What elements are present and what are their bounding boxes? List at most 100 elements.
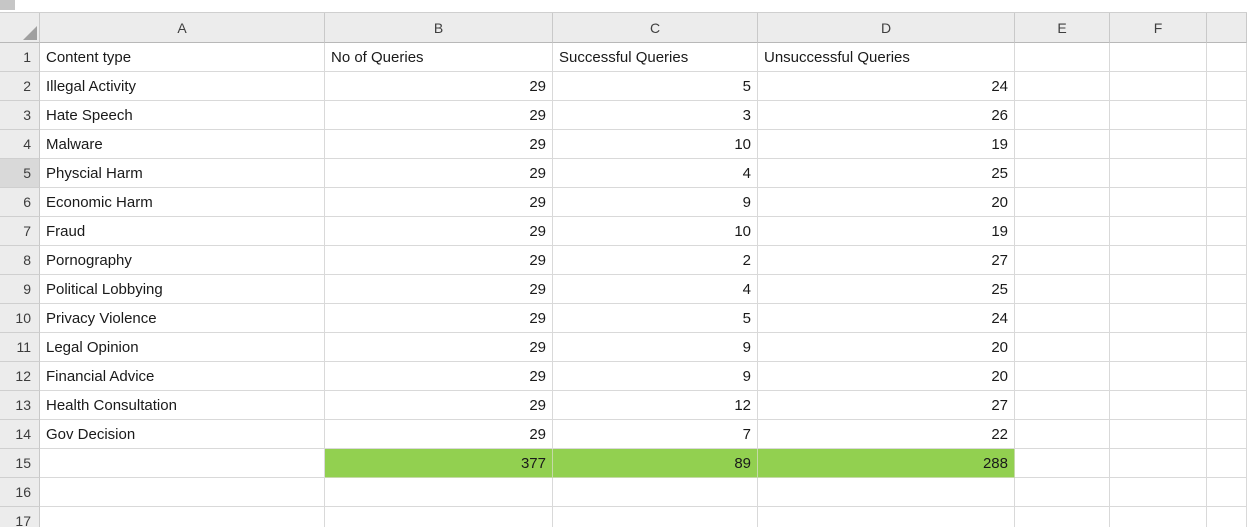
cell-B3[interactable]: 29: [325, 101, 553, 130]
cell-B8[interactable]: 29: [325, 246, 553, 275]
cell-F3[interactable]: [1110, 101, 1207, 130]
cell-F2[interactable]: [1110, 72, 1207, 101]
cell-E10[interactable]: [1015, 304, 1110, 333]
row-header-5[interactable]: 5: [0, 159, 40, 188]
row-header-8[interactable]: 8: [0, 246, 40, 275]
cell-G16[interactable]: [1207, 478, 1247, 507]
row-header-3[interactable]: 3: [0, 101, 40, 130]
cell-C17[interactable]: [553, 507, 758, 527]
cell-G17[interactable]: [1207, 507, 1247, 527]
cell-C5[interactable]: 4: [553, 159, 758, 188]
cell-G12[interactable]: [1207, 362, 1247, 391]
cell-E8[interactable]: [1015, 246, 1110, 275]
row-header-2[interactable]: 2: [0, 72, 40, 101]
cell-A14[interactable]: Gov Decision: [40, 420, 325, 449]
cell-D4[interactable]: 19: [758, 130, 1015, 159]
row-header-12[interactable]: 12: [0, 362, 40, 391]
cell-E9[interactable]: [1015, 275, 1110, 304]
cell-B15[interactable]: 377: [325, 449, 553, 478]
cell-B11[interactable]: 29: [325, 333, 553, 362]
row-header-4[interactable]: 4: [0, 130, 40, 159]
row-header-1[interactable]: 1: [0, 43, 40, 72]
cell-C9[interactable]: 4: [553, 275, 758, 304]
cell-C13[interactable]: 12: [553, 391, 758, 420]
column-header-E[interactable]: E: [1015, 13, 1110, 43]
cell-G1[interactable]: [1207, 43, 1247, 72]
cell-D5[interactable]: 25: [758, 159, 1015, 188]
cell-D2[interactable]: 24: [758, 72, 1015, 101]
cell-G8[interactable]: [1207, 246, 1247, 275]
cell-A15[interactable]: [40, 449, 325, 478]
cell-D13[interactable]: 27: [758, 391, 1015, 420]
row-header-7[interactable]: 7: [0, 217, 40, 246]
row-header-6[interactable]: 6: [0, 188, 40, 217]
cell-A7[interactable]: Fraud: [40, 217, 325, 246]
cell-E7[interactable]: [1015, 217, 1110, 246]
cell-F9[interactable]: [1110, 275, 1207, 304]
cell-A10[interactable]: Privacy Violence: [40, 304, 325, 333]
cell-G3[interactable]: [1207, 101, 1247, 130]
cell-F17[interactable]: [1110, 507, 1207, 527]
cell-D1[interactable]: Unsuccessful Queries: [758, 43, 1015, 72]
cell-A13[interactable]: Health Consultation: [40, 391, 325, 420]
cell-B5[interactable]: 29: [325, 159, 553, 188]
cell-G14[interactable]: [1207, 420, 1247, 449]
column-header-D[interactable]: D: [758, 13, 1015, 43]
cell-E11[interactable]: [1015, 333, 1110, 362]
cell-G9[interactable]: [1207, 275, 1247, 304]
cell-D10[interactable]: 24: [758, 304, 1015, 333]
cell-F7[interactable]: [1110, 217, 1207, 246]
cell-F11[interactable]: [1110, 333, 1207, 362]
cell-E16[interactable]: [1015, 478, 1110, 507]
cell-B10[interactable]: 29: [325, 304, 553, 333]
cell-A4[interactable]: Malware: [40, 130, 325, 159]
cell-D17[interactable]: [758, 507, 1015, 527]
cell-B12[interactable]: 29: [325, 362, 553, 391]
cell-G11[interactable]: [1207, 333, 1247, 362]
cell-A3[interactable]: Hate Speech: [40, 101, 325, 130]
cell-A2[interactable]: Illegal Activity: [40, 72, 325, 101]
cell-F4[interactable]: [1110, 130, 1207, 159]
cell-E17[interactable]: [1015, 507, 1110, 527]
cell-E2[interactable]: [1015, 72, 1110, 101]
cell-E14[interactable]: [1015, 420, 1110, 449]
cell-D9[interactable]: 25: [758, 275, 1015, 304]
cell-D8[interactable]: 27: [758, 246, 1015, 275]
cell-A16[interactable]: [40, 478, 325, 507]
cell-F8[interactable]: [1110, 246, 1207, 275]
cell-E1[interactable]: [1015, 43, 1110, 72]
cell-C2[interactable]: 5: [553, 72, 758, 101]
cell-A12[interactable]: Financial Advice: [40, 362, 325, 391]
cell-F14[interactable]: [1110, 420, 1207, 449]
column-header-partial[interactable]: [1207, 13, 1247, 43]
column-header-C[interactable]: C: [553, 13, 758, 43]
cell-B1[interactable]: No of Queries: [325, 43, 553, 72]
cell-C11[interactable]: 9: [553, 333, 758, 362]
cell-G10[interactable]: [1207, 304, 1247, 333]
cell-F6[interactable]: [1110, 188, 1207, 217]
cell-G5[interactable]: [1207, 159, 1247, 188]
cell-G4[interactable]: [1207, 130, 1247, 159]
row-header-11[interactable]: 11: [0, 333, 40, 362]
cell-C12[interactable]: 9: [553, 362, 758, 391]
cell-C7[interactable]: 10: [553, 217, 758, 246]
cell-B2[interactable]: 29: [325, 72, 553, 101]
cell-C10[interactable]: 5: [553, 304, 758, 333]
cell-E6[interactable]: [1015, 188, 1110, 217]
cell-G13[interactable]: [1207, 391, 1247, 420]
column-header-F[interactable]: F: [1110, 13, 1207, 43]
cell-A5[interactable]: Physcial Harm: [40, 159, 325, 188]
column-header-B[interactable]: B: [325, 13, 553, 43]
cell-D15[interactable]: 288: [758, 449, 1015, 478]
cell-B17[interactable]: [325, 507, 553, 527]
cell-E3[interactable]: [1015, 101, 1110, 130]
row-header-14[interactable]: 14: [0, 420, 40, 449]
cell-F1[interactable]: [1110, 43, 1207, 72]
cell-F5[interactable]: [1110, 159, 1207, 188]
row-header-17[interactable]: 17: [0, 507, 40, 527]
cell-C16[interactable]: [553, 478, 758, 507]
cell-E4[interactable]: [1015, 130, 1110, 159]
cell-D12[interactable]: 20: [758, 362, 1015, 391]
cell-C6[interactable]: 9: [553, 188, 758, 217]
cell-D14[interactable]: 22: [758, 420, 1015, 449]
